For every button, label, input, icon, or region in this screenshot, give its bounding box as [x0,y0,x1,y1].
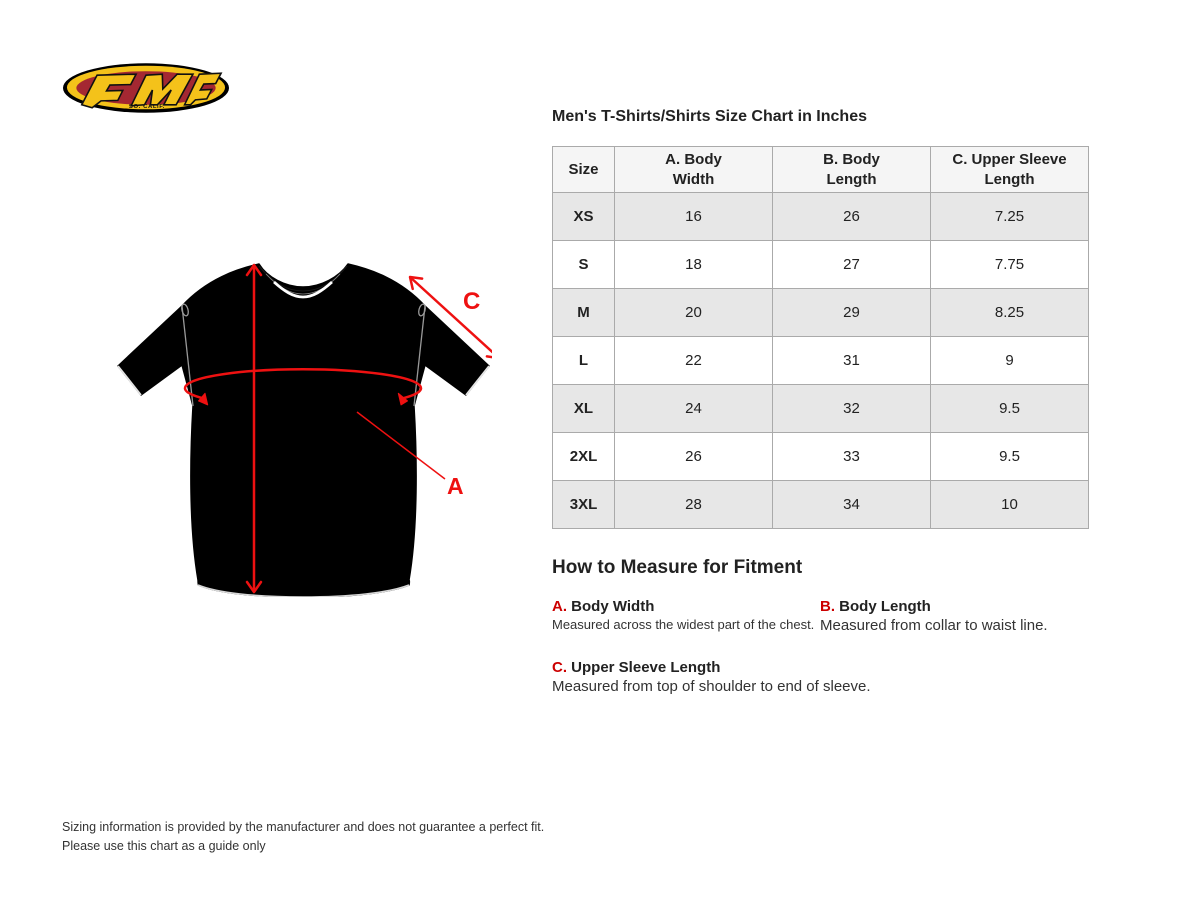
svg-text:SO. CALIF.: SO. CALIF. [129,104,165,110]
svg-text:A: A [447,473,464,499]
svg-text:C: C [463,288,480,315]
